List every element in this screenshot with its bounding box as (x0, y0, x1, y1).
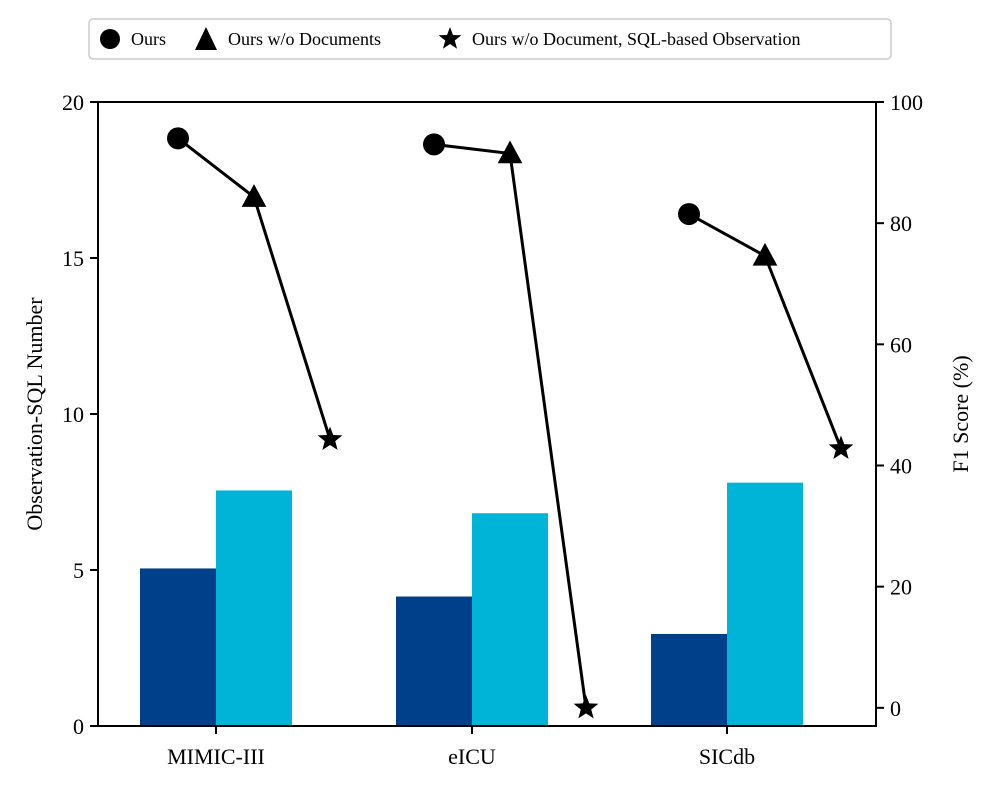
legend-triangle-marker (195, 27, 217, 50)
right-tick-label: 100 (890, 90, 923, 115)
bars-layer (140, 482, 803, 726)
bar-series2-sicdb (727, 482, 803, 726)
x-tick-label-mimic-iii: MIMIC-III (167, 744, 265, 769)
x-tick-label-eicu: eICU (448, 744, 496, 769)
marker-triangle-eicu (497, 140, 523, 164)
legend-circle-marker (100, 29, 120, 49)
legend-label-ours-wo-document-sql: Ours w/o Document, SQL-based Observation (472, 29, 800, 49)
markers-layer (167, 127, 854, 719)
left-tick-label: 20 (62, 90, 84, 115)
legend-star-marker (438, 27, 462, 49)
bar-series1-sicdb (651, 633, 727, 726)
right-tick-label: 40 (890, 453, 912, 478)
bar-series1-eicu (396, 596, 472, 726)
legend: Ours Ours w/o Documents Ours w/o Documen… (88, 18, 892, 60)
legend-box (88, 18, 892, 60)
left-tick-label: 0 (73, 714, 84, 739)
legend-label-ours-wo-documents: Ours w/o Documents (228, 29, 381, 49)
legend-entry-ours-wo-document-sql: Ours w/o Document, SQL-based Observation (438, 27, 800, 49)
x-tick-label-sicdb: SICdb (699, 744, 755, 769)
left-tick-label: 10 (62, 402, 84, 427)
left-tick-label: 5 (73, 558, 84, 583)
bar-series1-mimic-iii (140, 568, 216, 726)
marker-star-mimic-iii (317, 426, 343, 450)
marker-star-eicu (573, 694, 599, 719)
marker-circle-sicdb (678, 203, 700, 226)
bar-series2-mimic-iii (216, 490, 292, 726)
right-tick-label: 0 (890, 696, 901, 721)
right-tick-label: 20 (890, 575, 912, 600)
right-tick-label: 60 (890, 332, 912, 357)
marker-triangle-sicdb (752, 242, 778, 266)
left-axis-ticks: 0 5 10 15 20 (62, 90, 98, 739)
marker-star-sicdb (828, 435, 854, 460)
bar-series2-eicu (472, 513, 548, 726)
right-axis-ticks: 0 20 40 60 80 100 (876, 90, 923, 721)
left-tick-label: 15 (62, 246, 84, 271)
legend-label-ours: Ours (131, 29, 166, 49)
marker-circle-eicu (423, 133, 445, 156)
marker-circle-mimic-iii (167, 127, 189, 150)
right-tick-label: 80 (890, 211, 912, 236)
f1-line-mimic-iii (177, 137, 332, 440)
legend-entry-ours: Ours (100, 29, 166, 49)
x-axis-ticks: MIMIC-III eICU SICdb (167, 726, 755, 769)
right-axis-title: F1 Score (%) (948, 355, 973, 472)
legend-entry-ours-wo-documents: Ours w/o Documents (195, 27, 381, 50)
marker-triangle-mimic-iii (241, 184, 267, 207)
left-axis-title: Observation-SQL Number (22, 297, 47, 531)
